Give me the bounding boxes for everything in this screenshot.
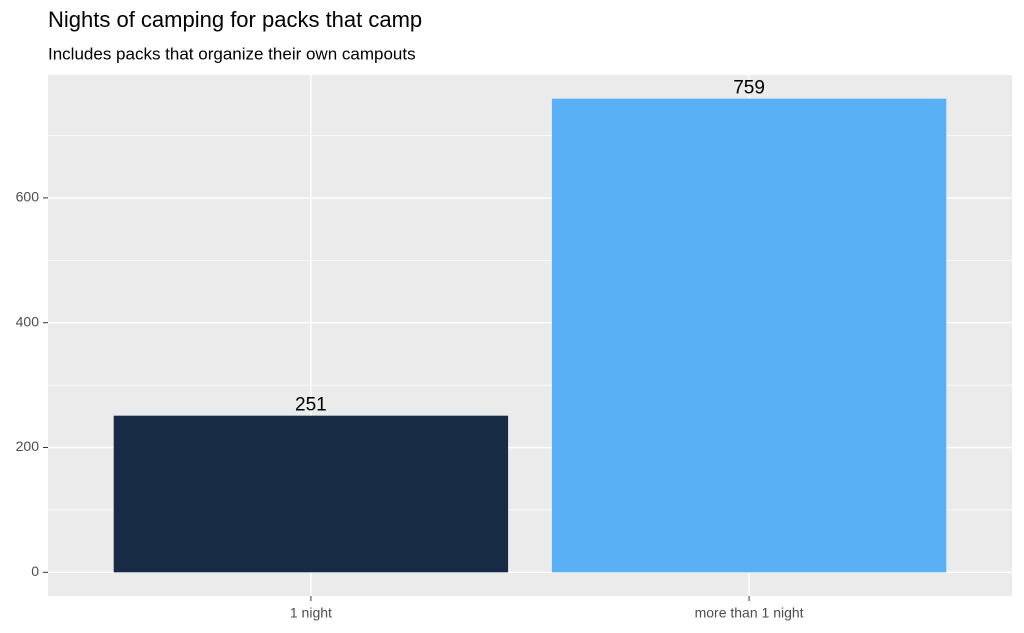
value-label: 759	[733, 78, 765, 99]
y-tick-label: 400	[16, 313, 40, 329]
bar	[113, 415, 509, 573]
chart-subtitle: Includes packs that organize their own c…	[48, 44, 416, 63]
x-tick-label: more than 1 night	[695, 605, 804, 621]
y-tick-label: 200	[16, 438, 40, 454]
chart-title: Nights of camping for packs that camp	[48, 7, 422, 32]
y-tick-label: 0	[31, 563, 39, 579]
x-tick-label: 1 night	[290, 605, 332, 621]
y-tick-label: 600	[16, 189, 40, 205]
value-label: 251	[295, 395, 327, 416]
bar	[551, 98, 947, 573]
